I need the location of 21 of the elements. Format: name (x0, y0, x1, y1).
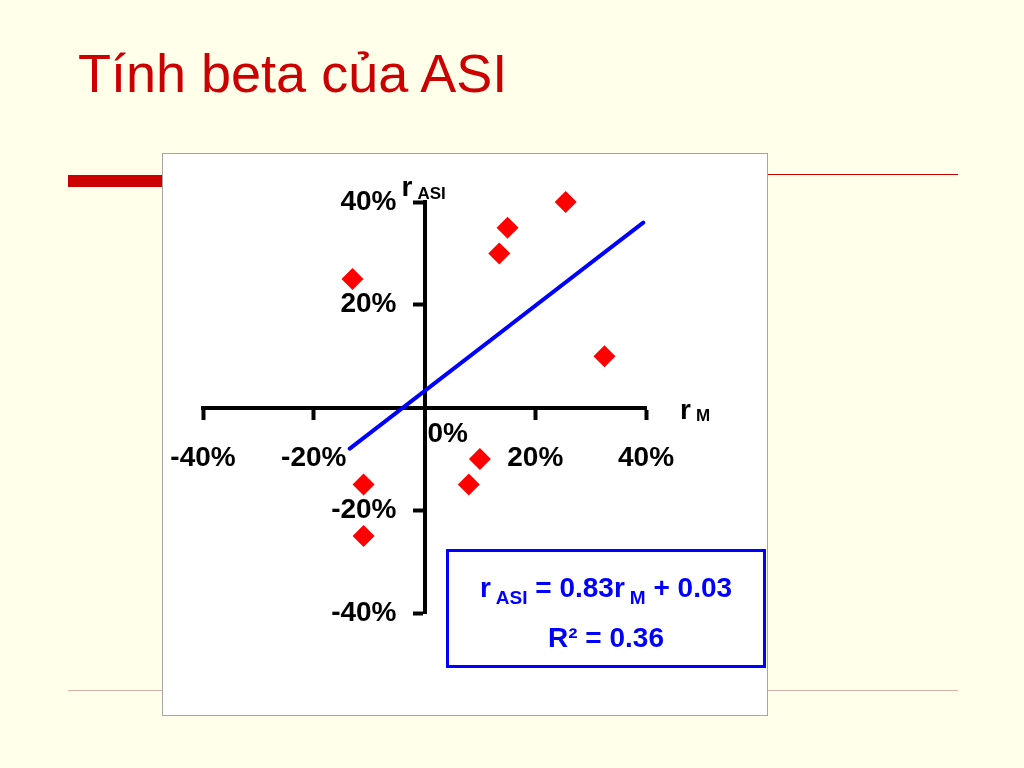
point (457, 473, 480, 496)
x-tick-label: 20% (507, 441, 564, 473)
point (496, 216, 519, 239)
point (488, 242, 511, 265)
y-tick-label: 20% (340, 287, 397, 319)
y-tick-label: -40% (331, 595, 397, 627)
annotation: r$_{ASI}$ = 0.83r$_{M}$ + 0.03 (478, 572, 734, 610)
y-tick-label: 40% (340, 184, 397, 216)
point (341, 268, 364, 291)
point (352, 473, 375, 496)
point (468, 447, 491, 470)
x-tick-label: -40% (170, 441, 236, 473)
y-tick-label: -20% (331, 492, 397, 524)
x-tick-label: 40% (617, 441, 675, 473)
point (554, 191, 577, 213)
formula-box: r$_{ASI}$ = 0.83r$_{M}$ + 0.03 R² = 0.36 (446, 549, 766, 668)
chart-title: Tính beta của ASI (78, 43, 508, 103)
annotation: 0% (427, 416, 469, 448)
point (593, 345, 616, 368)
x-tick-label: -20% (281, 441, 347, 473)
point (352, 524, 375, 547)
